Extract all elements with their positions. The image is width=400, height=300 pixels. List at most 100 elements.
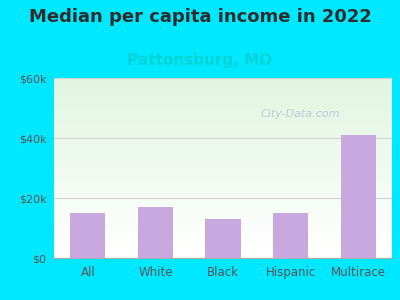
Bar bbox=[54, 252, 392, 253]
Bar bbox=[54, 99, 392, 100]
Bar bbox=[54, 212, 392, 213]
Bar bbox=[54, 246, 392, 247]
Bar bbox=[54, 209, 392, 210]
Bar bbox=[54, 232, 392, 233]
Bar bbox=[54, 179, 392, 180]
Bar bbox=[54, 198, 392, 199]
Bar bbox=[54, 84, 392, 85]
Bar bbox=[54, 156, 392, 157]
Bar bbox=[54, 91, 392, 92]
Bar bbox=[54, 103, 392, 104]
Bar bbox=[54, 233, 392, 234]
Bar bbox=[54, 140, 392, 141]
Bar bbox=[54, 227, 392, 228]
Bar bbox=[273, 213, 308, 258]
Bar bbox=[54, 125, 392, 126]
Bar bbox=[54, 115, 392, 116]
Bar bbox=[54, 112, 392, 113]
Bar bbox=[54, 157, 392, 158]
Bar bbox=[54, 148, 392, 149]
Bar bbox=[54, 150, 392, 151]
Bar bbox=[54, 180, 392, 181]
Bar bbox=[54, 83, 392, 84]
Bar bbox=[54, 237, 392, 238]
Bar bbox=[54, 127, 392, 128]
Bar bbox=[54, 169, 392, 170]
Bar bbox=[54, 195, 392, 196]
Bar bbox=[54, 183, 392, 184]
Bar bbox=[54, 242, 392, 243]
Bar bbox=[54, 143, 392, 144]
Bar bbox=[54, 170, 392, 171]
Bar bbox=[54, 146, 392, 147]
Bar bbox=[54, 244, 392, 245]
Bar bbox=[54, 239, 392, 240]
Bar bbox=[54, 144, 392, 145]
Bar bbox=[54, 118, 392, 119]
Bar bbox=[54, 185, 392, 186]
Bar bbox=[54, 196, 392, 197]
Bar bbox=[54, 215, 392, 216]
Bar bbox=[70, 213, 105, 258]
Bar bbox=[54, 168, 392, 169]
Bar bbox=[138, 207, 173, 258]
Bar bbox=[54, 229, 392, 230]
Bar bbox=[54, 129, 392, 130]
Bar bbox=[54, 101, 392, 102]
Bar bbox=[54, 193, 392, 194]
Bar bbox=[54, 208, 392, 209]
Bar bbox=[54, 102, 392, 103]
Bar bbox=[54, 78, 392, 79]
Bar bbox=[54, 236, 392, 237]
Bar bbox=[54, 214, 392, 215]
Bar bbox=[54, 167, 392, 168]
Bar bbox=[54, 220, 392, 221]
Bar bbox=[54, 155, 392, 156]
Bar bbox=[54, 90, 392, 91]
Bar bbox=[54, 92, 392, 93]
Bar bbox=[54, 224, 392, 225]
Bar bbox=[54, 88, 392, 89]
Bar bbox=[54, 216, 392, 217]
Bar bbox=[54, 160, 392, 161]
Bar bbox=[54, 172, 392, 173]
Bar bbox=[54, 111, 392, 112]
Bar bbox=[54, 95, 392, 96]
Bar bbox=[54, 80, 392, 81]
Bar bbox=[54, 151, 392, 152]
Bar bbox=[54, 184, 392, 185]
Bar bbox=[54, 191, 392, 192]
Bar bbox=[54, 159, 392, 160]
Bar bbox=[54, 137, 392, 138]
Bar bbox=[54, 121, 392, 122]
Bar bbox=[54, 147, 392, 148]
Bar bbox=[54, 199, 392, 200]
Bar bbox=[54, 253, 392, 254]
Bar bbox=[54, 141, 392, 142]
Bar bbox=[54, 97, 392, 98]
Bar bbox=[54, 119, 392, 120]
Bar bbox=[54, 200, 392, 201]
Bar bbox=[54, 189, 392, 190]
Bar bbox=[54, 202, 392, 203]
Bar bbox=[54, 100, 392, 101]
Bar bbox=[54, 135, 392, 136]
Bar bbox=[54, 114, 392, 115]
Bar bbox=[54, 123, 392, 124]
Bar bbox=[54, 207, 392, 208]
Bar bbox=[54, 238, 392, 239]
Bar bbox=[54, 124, 392, 125]
Bar bbox=[54, 136, 392, 137]
Bar bbox=[54, 173, 392, 174]
Bar bbox=[54, 231, 392, 232]
Bar bbox=[54, 225, 392, 226]
Bar bbox=[54, 164, 392, 165]
Bar bbox=[54, 108, 392, 109]
Bar bbox=[54, 145, 392, 146]
Bar bbox=[54, 81, 392, 82]
Bar bbox=[54, 110, 392, 111]
Text: City-Data.com: City-Data.com bbox=[261, 109, 340, 119]
Bar bbox=[54, 142, 392, 143]
Bar bbox=[54, 82, 392, 83]
Bar bbox=[54, 134, 392, 135]
